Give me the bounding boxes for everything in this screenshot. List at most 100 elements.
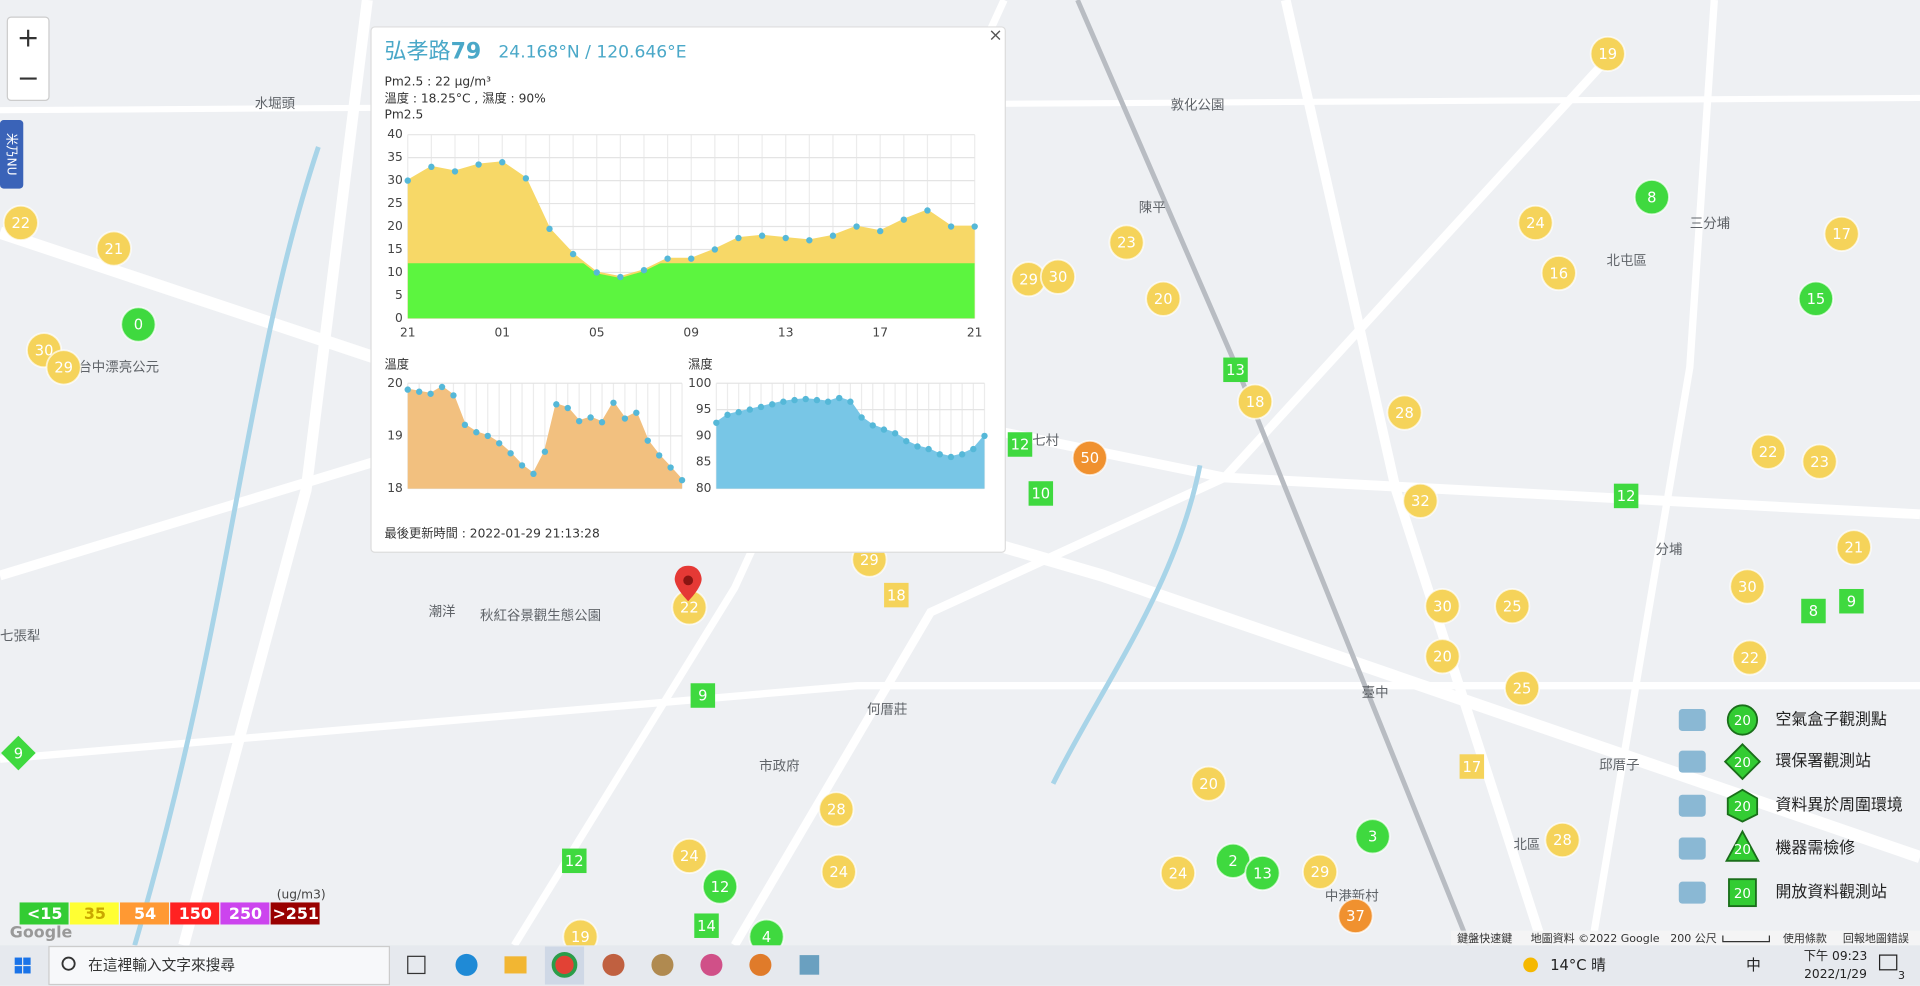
zoom-in[interactable]: +: [17, 23, 40, 54]
station-value[interactable]: 14: [697, 918, 716, 935]
station-marker[interactable]: [1540, 255, 1577, 292]
station-value[interactable]: 21: [105, 241, 124, 258]
station-value[interactable]: 16: [1549, 265, 1568, 282]
station-marker[interactable]: [1731, 639, 1768, 676]
station-value[interactable]: 23: [1810, 454, 1829, 471]
app-icon[interactable]: [799, 955, 820, 975]
station-value[interactable]: 12: [1011, 437, 1030, 454]
station-marker[interactable]: [1, 735, 36, 771]
station-marker[interactable]: [1750, 433, 1787, 470]
station-marker[interactable]: [1039, 258, 1077, 295]
explorer-icon[interactable]: [504, 956, 527, 974]
station-value[interactable]: 29: [1311, 864, 1330, 881]
station-marker[interactable]: [884, 582, 909, 608]
station-value[interactable]: 10: [1031, 486, 1050, 503]
station-marker[interactable]: [1517, 204, 1554, 241]
zoom-out[interactable]: −: [17, 63, 40, 94]
station-value[interactable]: 18: [1246, 394, 1265, 411]
station-marker[interactable]: [1633, 179, 1670, 216]
weather-text[interactable]: 14°C 晴: [1550, 957, 1606, 974]
station-marker[interactable]: [1589, 35, 1626, 72]
station-marker[interactable]: [1007, 432, 1033, 457]
start-button[interactable]: [14, 957, 31, 974]
clock-time[interactable]: 下午 09:23: [1804, 949, 1868, 963]
station-value[interactable]: 23: [1117, 235, 1136, 252]
station-marker[interactable]: [1159, 855, 1197, 892]
station-value[interactable]: 24: [829, 864, 848, 881]
station-value[interactable]: 30: [1433, 598, 1452, 615]
station-value[interactable]: 21: [1845, 540, 1864, 557]
station-value[interactable]: 15: [1807, 291, 1826, 308]
station-marker[interactable]: [818, 791, 855, 828]
station-marker[interactable]: [1071, 439, 1108, 477]
station-value[interactable]: 32: [1411, 493, 1430, 510]
station-marker[interactable]: [1028, 481, 1054, 506]
station-value[interactable]: 13: [1226, 362, 1245, 379]
station-value[interactable]: 2: [1228, 853, 1237, 870]
side-tab-label[interactable]: 米乃NU: [5, 133, 19, 176]
station-marker[interactable]: [1386, 394, 1423, 431]
station-marker[interactable]: [690, 683, 716, 708]
side-tab[interactable]: [0, 120, 24, 189]
station-marker[interactable]: [1797, 280, 1834, 317]
station-marker[interactable]: [1613, 483, 1639, 509]
close-button[interactable]: ×: [988, 26, 1002, 46]
station-value[interactable]: 17: [1832, 226, 1851, 243]
station-marker[interactable]: [1190, 765, 1227, 802]
task-view[interactable]: [407, 955, 426, 975]
clock-date[interactable]: 2022/1/29: [1804, 967, 1867, 981]
station-marker[interactable]: [1145, 280, 1182, 317]
notification-icon[interactable]: [1878, 954, 1898, 971]
station-value[interactable]: 29: [54, 360, 73, 377]
station-value[interactable]: 8: [1809, 603, 1818, 620]
station-marker[interactable]: [1223, 357, 1248, 383]
station-value[interactable]: 9: [698, 688, 707, 705]
station-value[interactable]: 19: [1598, 46, 1617, 63]
station-marker[interactable]: [2, 204, 39, 241]
station-marker[interactable]: [1337, 897, 1374, 934]
station-marker[interactable]: [1424, 638, 1461, 675]
station-value[interactable]: 8: [1647, 189, 1656, 206]
station-marker[interactable]: [701, 868, 739, 905]
station-value[interactable]: 3: [1368, 829, 1377, 846]
station-marker[interactable]: [45, 349, 82, 386]
station-value[interactable]: 22: [1740, 650, 1759, 667]
station-marker[interactable]: [1503, 670, 1541, 707]
station-value[interactable]: 0: [134, 317, 143, 334]
station-value[interactable]: 22: [1759, 444, 1778, 461]
station-value[interactable]: 24: [680, 848, 699, 865]
terms-link[interactable]: 使用條款: [1783, 931, 1827, 945]
station-marker[interactable]: [1835, 529, 1872, 566]
station-value[interactable]: 50: [1080, 450, 1099, 467]
station-value[interactable]: 37: [1346, 908, 1365, 925]
station-value[interactable]: 19: [571, 929, 590, 946]
station-marker[interactable]: [694, 913, 719, 938]
station-marker[interactable]: [1402, 482, 1439, 519]
app-icon[interactable]: [749, 953, 772, 976]
station-marker[interactable]: [1459, 754, 1485, 779]
station-value[interactable]: 20: [1199, 776, 1218, 793]
station-value[interactable]: 24: [1526, 215, 1545, 232]
app-icon[interactable]: [700, 953, 723, 976]
station-value[interactable]: 9: [14, 745, 23, 762]
station-marker[interactable]: [120, 306, 157, 343]
station-marker[interactable]: [1108, 224, 1145, 261]
station-value[interactable]: 24: [1169, 865, 1188, 882]
station-marker[interactable]: [1301, 853, 1339, 890]
shortcuts-link[interactable]: 鍵盤快速鍵: [1457, 931, 1512, 945]
station-value[interactable]: 12: [1617, 488, 1636, 505]
station-marker[interactable]: [1839, 588, 1864, 614]
station-value[interactable]: 12: [711, 879, 730, 896]
search-box[interactable]: [48, 945, 391, 986]
station-marker[interactable]: [562, 848, 587, 874]
station-marker[interactable]: [1729, 568, 1766, 605]
station-marker[interactable]: [671, 837, 708, 874]
station-value[interactable]: 22: [680, 600, 699, 617]
station-value[interactable]: 25: [1513, 680, 1532, 697]
station-marker[interactable]: [1424, 588, 1461, 625]
station-marker[interactable]: [1544, 821, 1581, 859]
station-marker[interactable]: [1801, 443, 1838, 480]
station-value[interactable]: 22: [11, 215, 30, 232]
station-marker[interactable]: [1494, 588, 1531, 625]
station-value[interactable]: 30: [1738, 579, 1757, 596]
